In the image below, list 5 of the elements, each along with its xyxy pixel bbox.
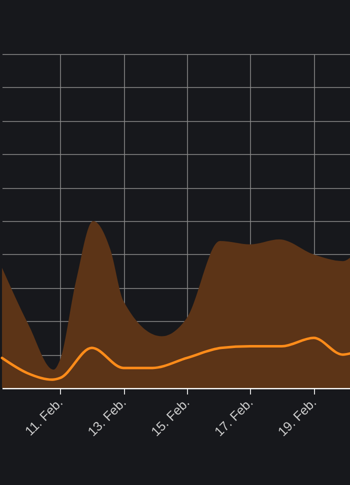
x-tick-label: 17. Feb. bbox=[211, 394, 256, 440]
x-tick-label: 13. Feb. bbox=[84, 394, 129, 440]
x-tick-label: 15. Feb. bbox=[148, 394, 192, 440]
x-tick-label: 11. Feb. bbox=[22, 394, 66, 438]
x-tick-label: 19. Feb. bbox=[274, 394, 320, 440]
